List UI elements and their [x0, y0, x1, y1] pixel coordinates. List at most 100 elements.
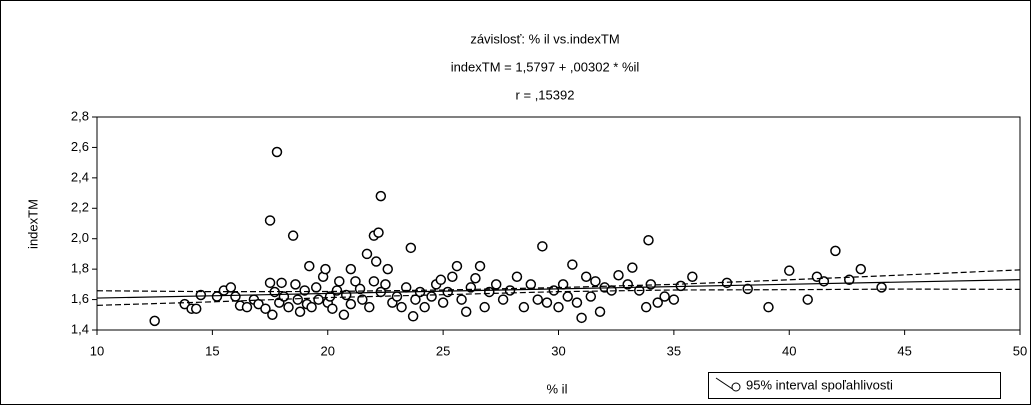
- point: [364, 301, 375, 313]
- point: [345, 263, 357, 275]
- x-tick-label: 50: [1013, 343, 1027, 358]
- chart-subtitle: indexTM = 1,5797 + ,00302 * %il: [451, 59, 640, 74]
- x-axis-label: % il: [547, 381, 568, 396]
- point: [668, 294, 680, 305]
- point: [590, 276, 601, 287]
- point: [361, 248, 373, 260]
- annotation: r = ,15392: [516, 87, 575, 102]
- point: [195, 289, 207, 301]
- y-tick-label: 2,4: [71, 169, 89, 184]
- confidence-lower: [96, 288, 1021, 306]
- confidence-upper: [96, 269, 1021, 293]
- point: [320, 263, 331, 275]
- point: [304, 260, 315, 272]
- point: [652, 297, 663, 308]
- point: [370, 256, 382, 267]
- point: [451, 260, 463, 272]
- point: [294, 306, 306, 317]
- point: [576, 312, 587, 324]
- point: [276, 277, 287, 289]
- point: [659, 291, 670, 302]
- point: [230, 291, 241, 302]
- point: [784, 265, 795, 276]
- x-tick-label: 45: [897, 343, 911, 358]
- point: [622, 279, 633, 290]
- point: [571, 297, 583, 308]
- point: [375, 190, 387, 202]
- point: [802, 294, 813, 305]
- point: [396, 301, 407, 313]
- point: [264, 215, 276, 226]
- y-tick-label: 1,4: [71, 321, 89, 336]
- point: [627, 262, 638, 273]
- x-tick-label: 40: [782, 343, 796, 358]
- point: [437, 297, 449, 308]
- point: [290, 279, 301, 290]
- point: [426, 291, 437, 302]
- point: [532, 294, 543, 305]
- point: [490, 279, 502, 290]
- point: [287, 230, 299, 241]
- x-tick-label: 25: [436, 343, 450, 358]
- point: [299, 285, 310, 296]
- chart-title: závislosť: % il vs.indexTM: [470, 31, 619, 46]
- point: [687, 271, 698, 282]
- y-tick-label: 1,6: [71, 291, 89, 306]
- y-axis-label: indexTM: [25, 199, 40, 249]
- point: [541, 297, 553, 308]
- point: [324, 291, 336, 302]
- point: [313, 294, 324, 305]
- point: [260, 303, 271, 314]
- point: [460, 306, 472, 317]
- point: [518, 301, 530, 313]
- point: [497, 294, 509, 305]
- point: [855, 263, 867, 275]
- legend-marker: [731, 382, 741, 392]
- point: [876, 282, 887, 293]
- x-tick-label: 20: [321, 343, 335, 358]
- point: [537, 241, 548, 252]
- point: [283, 301, 294, 313]
- x-tick-label: 10: [90, 343, 104, 358]
- point: [241, 301, 253, 313]
- point: [225, 282, 237, 293]
- legend-line: [715, 377, 735, 391]
- x-tick-label: 15: [205, 343, 219, 358]
- point: [643, 234, 654, 246]
- point: [149, 315, 160, 327]
- point: [391, 291, 403, 302]
- legend: [708, 372, 1001, 399]
- point: [264, 277, 276, 289]
- point: [382, 263, 393, 275]
- point: [292, 294, 304, 305]
- y-tick-label: 2,6: [71, 139, 89, 154]
- point: [354, 283, 366, 295]
- point: [594, 306, 606, 317]
- point: [407, 311, 419, 322]
- point: [190, 303, 202, 314]
- point: [405, 242, 417, 254]
- point: [380, 279, 391, 290]
- point: [640, 301, 652, 313]
- point: [585, 291, 597, 302]
- y-tick-label: 1,8: [71, 261, 89, 276]
- point: [830, 245, 841, 257]
- point: [350, 276, 361, 287]
- point: [435, 274, 447, 286]
- point: [419, 301, 430, 313]
- point: [474, 260, 486, 272]
- point: [267, 309, 278, 321]
- point: [763, 301, 774, 313]
- point: [580, 271, 592, 282]
- point: [338, 309, 350, 321]
- x-tick-label: 30: [551, 343, 565, 358]
- point: [373, 227, 384, 238]
- x-tick-label: 35: [667, 343, 681, 358]
- y-tick-label: 2,2: [71, 200, 89, 215]
- y-tick-label: 2,8: [71, 108, 89, 123]
- point: [553, 301, 564, 313]
- regression-line: [96, 279, 1021, 299]
- point: [306, 301, 317, 313]
